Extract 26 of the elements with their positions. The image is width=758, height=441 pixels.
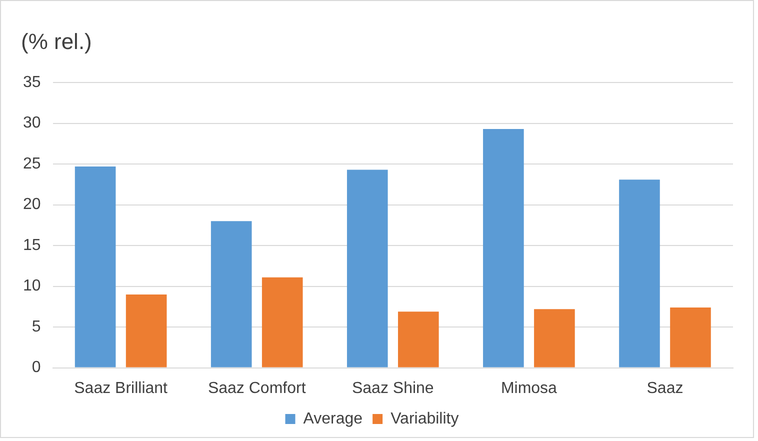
x-tick-label: Saaz: [646, 380, 684, 397]
y-tick-label: 30: [23, 114, 41, 132]
legend-label: Variability: [390, 410, 459, 428]
x-tick-label: Saaz Comfort: [208, 380, 306, 397]
y-tick-label: 15: [23, 236, 41, 254]
bar: [74, 166, 116, 368]
y-axis-title: (% rel.): [21, 29, 92, 55]
bar: [534, 309, 575, 368]
x-tick-label: Saaz Brilliant: [74, 380, 168, 397]
bar: [483, 129, 524, 368]
bar: [619, 180, 660, 368]
bar: [346, 170, 388, 368]
bar: [670, 308, 711, 368]
x-tick-label: Saaz Shine: [352, 380, 434, 397]
y-tick-label: 20: [23, 196, 41, 214]
legend-label: Average: [303, 410, 363, 428]
bar: [262, 277, 303, 368]
bar: [398, 312, 439, 368]
bar: [210, 221, 252, 368]
y-tick-label: 5: [32, 318, 41, 336]
y-tick-label: 35: [23, 74, 41, 92]
y-tick-label: 25: [23, 155, 41, 172]
y-tick-label: 0: [32, 359, 41, 376]
x-tick-label: Mimosa: [500, 380, 558, 397]
bar: [126, 294, 167, 368]
y-tick-label: 10: [23, 278, 41, 295]
